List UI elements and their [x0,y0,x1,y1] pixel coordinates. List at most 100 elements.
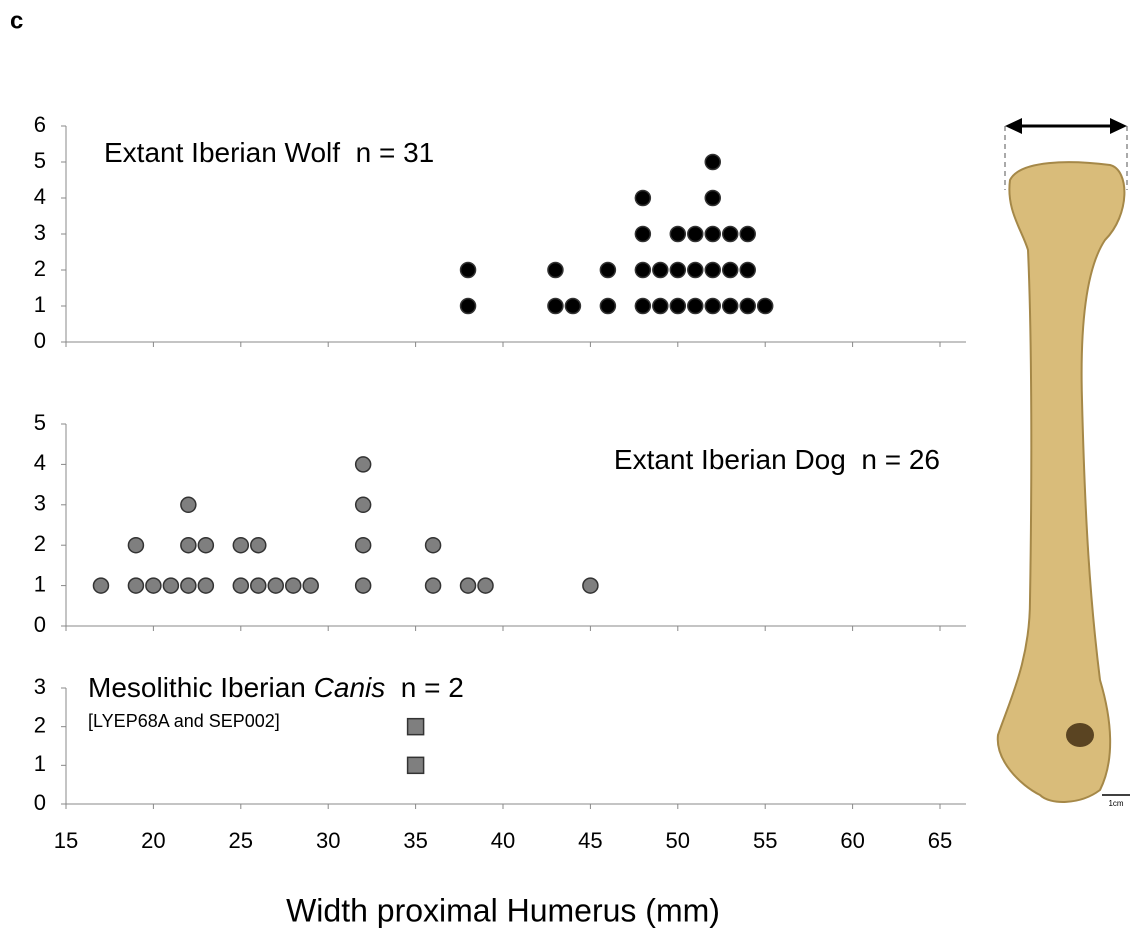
panel-title: Mesolithic Iberian Canis n = 2 [88,672,464,703]
point [634,297,652,315]
point [127,577,145,594]
x-tick-label: 15 [54,828,78,853]
panel-title: Extant Iberian Wolf n = 31 [104,137,434,168]
x-tick-label: 20 [141,828,165,853]
scale-label: 1cm [1108,799,1123,808]
title-part: n = 2 [385,672,464,703]
point [232,577,250,594]
point [704,189,722,207]
point [634,225,652,243]
point [354,577,372,594]
point [739,261,756,279]
y-tick-label: 1 [34,292,46,317]
point [547,261,564,279]
x-tick-label: 35 [403,828,427,853]
point [687,261,704,279]
x-tick-label: 65 [928,828,952,853]
point [756,297,774,315]
point [739,297,756,315]
y-tick-label: 0 [34,612,46,637]
y-tick-label: 6 [34,112,46,137]
point [406,717,425,736]
title-part: Canis [314,672,386,703]
point [459,297,477,315]
point [704,297,722,315]
point [669,297,687,315]
y-tick-label: 2 [34,712,46,737]
point [459,261,477,279]
point [180,536,197,554]
x-axis-title: Width proximal Humerus (mm) [286,892,720,928]
point [669,225,687,243]
point [652,297,669,315]
x-tick-label: 25 [229,828,253,853]
point [92,577,110,594]
point [459,577,477,594]
y-tick-label: 2 [34,531,46,556]
point [721,261,739,279]
title-part: Extant Iberian Dog n = 26 [614,444,940,475]
point [180,577,197,594]
point [704,225,722,243]
y-tick-label: 3 [34,491,46,516]
x-tick-label: 30 [316,828,340,853]
y-tick-label: 1 [34,751,46,776]
point [250,577,267,594]
point [564,297,582,315]
x-tick-label: 40 [491,828,515,853]
point [547,297,564,315]
panel-title: Extant Iberian Dog n = 26 [614,444,940,475]
point [127,536,145,554]
point [162,577,180,594]
point [634,261,652,279]
point [406,756,425,775]
point [354,496,372,514]
point [354,456,372,473]
point [599,261,617,279]
y-tick-label: 1 [34,571,46,596]
y-tick-label: 4 [34,450,46,475]
point [721,297,739,315]
x-tick-label: 60 [840,828,864,853]
panel-subtitle: [LYEP68A and SEP002] [88,711,280,731]
point [582,577,599,594]
y-tick-label: 3 [34,674,46,699]
point [739,225,756,243]
fossa [1066,723,1094,747]
arrow-head [1110,118,1127,134]
y-tick-label: 4 [34,184,46,209]
arrow-head [1005,118,1022,134]
point [180,496,197,514]
point [424,536,442,554]
point [197,536,215,554]
x-tick-label: 55 [753,828,777,853]
point [284,577,302,594]
point [687,297,704,315]
x-tick-label: 45 [578,828,602,853]
point [145,577,162,594]
y-tick-label: 3 [34,220,46,245]
y-tick-label: 0 [34,790,46,815]
point [477,577,494,594]
title-part: Mesolithic Iberian [88,672,314,703]
x-tick-label: 50 [666,828,690,853]
humerus-illustration: 1cm [996,118,1130,808]
y-tick-label: 5 [34,410,46,435]
point [634,189,652,207]
point [250,536,267,554]
y-tick-label: 2 [34,256,46,281]
point [652,261,669,279]
point [197,577,215,594]
point [669,261,687,279]
point [302,577,319,594]
point [704,261,722,279]
panel-label: c [10,7,23,34]
point [267,577,285,594]
y-tick-label: 5 [34,148,46,173]
y-tick-label: 0 [34,328,46,353]
point [721,225,739,243]
title-part: Extant Iberian Wolf n = 31 [104,137,434,168]
point [704,153,722,171]
point [424,577,442,594]
